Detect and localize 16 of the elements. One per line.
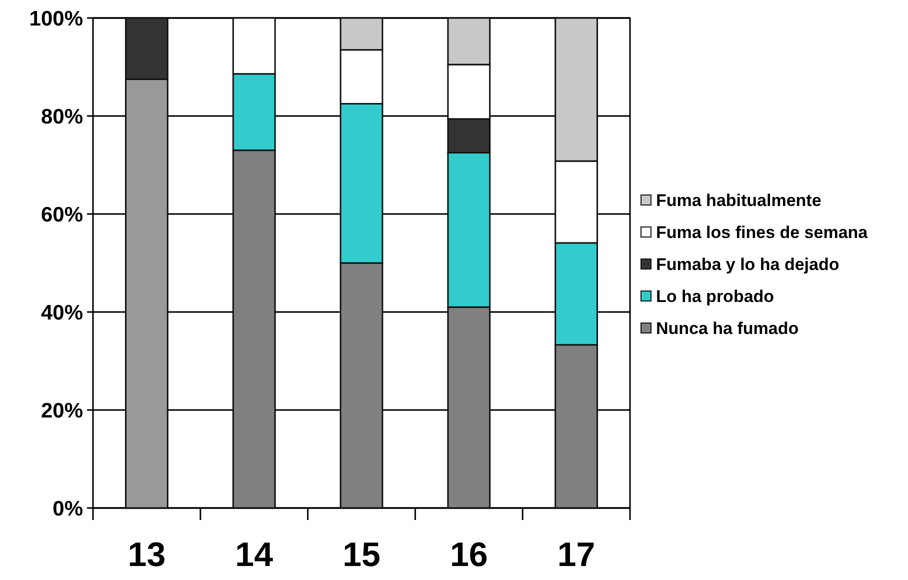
legend-label: Fumaba y lo ha dejado xyxy=(656,254,840,274)
x-tick-label: 17 xyxy=(557,536,596,574)
y-tick-label: 40% xyxy=(40,301,84,324)
legend-label: Fuma habitualmente xyxy=(656,190,822,210)
y-tick-label: 100% xyxy=(29,7,84,30)
x-tick-label: 16 xyxy=(450,536,488,574)
y-tick-label: 0% xyxy=(52,497,84,520)
y-tick-label: 60% xyxy=(40,203,84,226)
x-tick-label: 14 xyxy=(235,536,274,574)
x-tick-label: 13 xyxy=(128,536,166,574)
legend-label: Nunca ha fumado xyxy=(656,318,799,338)
legend-label: Lo ha probado xyxy=(656,286,774,306)
y-tick-label: 80% xyxy=(40,105,84,128)
y-tick-label: 20% xyxy=(40,399,84,422)
x-tick-label: 15 xyxy=(342,536,380,574)
legend-label: Fuma los fines de semana xyxy=(656,222,868,242)
